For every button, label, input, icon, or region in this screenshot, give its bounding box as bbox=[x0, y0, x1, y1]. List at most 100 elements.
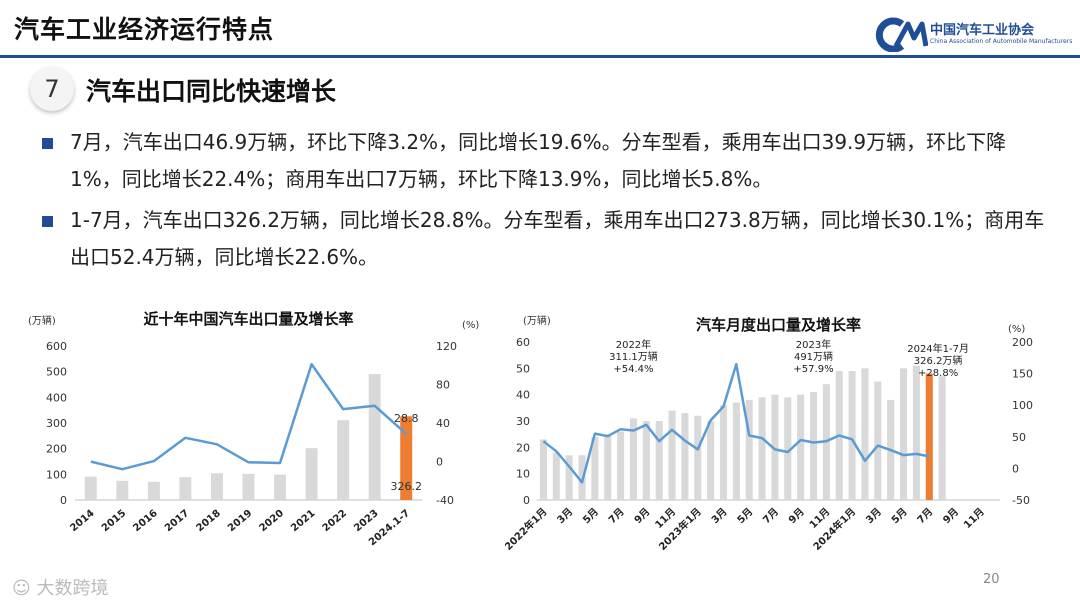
y-right-tick-label: 0 bbox=[436, 456, 443, 469]
x-tick-label: 7月 bbox=[606, 506, 626, 526]
bar bbox=[797, 394, 805, 500]
y-right-tick-label: -40 bbox=[436, 494, 454, 507]
x-tick-label: 5月 bbox=[735, 506, 755, 526]
period-annotation: +28.8% bbox=[918, 368, 958, 379]
x-tick-label: 2020 bbox=[258, 508, 286, 534]
bar bbox=[758, 397, 766, 500]
bar-annotation: 326.2 bbox=[390, 480, 422, 493]
bar bbox=[242, 473, 255, 500]
caam-logo: 中国汽车工业协会 China Association of Automobile… bbox=[872, 16, 1073, 53]
bar bbox=[210, 473, 223, 500]
period-annotation: 491万辆 bbox=[794, 350, 833, 363]
monthly-export-chart: 汽车月度出口量及增长率 (万辆) (%) 0 10 20 30 40 50 60 -50 0 50 100… bbox=[505, 314, 1033, 553]
x-tick-label: 2021 bbox=[289, 508, 317, 534]
bar bbox=[305, 448, 318, 500]
x-tick-label: 2019 bbox=[226, 508, 254, 534]
x-tick-label: 9月 bbox=[632, 506, 652, 526]
period-annotation: 2023年 bbox=[796, 338, 831, 351]
bar bbox=[337, 420, 350, 500]
bar bbox=[848, 370, 856, 500]
bar bbox=[874, 381, 882, 500]
bar bbox=[732, 402, 740, 500]
x-tick-label: 2023 bbox=[352, 508, 380, 534]
bar bbox=[617, 431, 625, 500]
x-tick-label: 7月 bbox=[915, 506, 935, 526]
x-tick-label: 2022 bbox=[321, 508, 349, 534]
bar bbox=[179, 477, 192, 500]
period-annotation: +57.9% bbox=[793, 364, 833, 375]
x-tick-label: 11月 bbox=[961, 506, 986, 531]
y-right-tick-label: 100 bbox=[1012, 399, 1033, 412]
x-tick-label: 3月 bbox=[709, 506, 729, 526]
bar bbox=[681, 413, 689, 500]
bullet-square-icon bbox=[42, 138, 53, 149]
period-annotation: 311.1万辆 bbox=[609, 350, 658, 363]
section-title: 汽车出口同比快速增长 bbox=[86, 77, 337, 106]
bar bbox=[771, 394, 779, 500]
x-tick-label: 3月 bbox=[863, 506, 883, 526]
watermark-text: 大数跨境 bbox=[36, 578, 109, 599]
bullet-text: 7月，汽车出口46.9万辆，环比下降3.2%，同比增长19.6%。分车型看，乘用… bbox=[70, 130, 1007, 191]
bar bbox=[707, 421, 715, 500]
bar bbox=[745, 399, 753, 500]
bar bbox=[668, 410, 676, 500]
header-divider bbox=[0, 55, 1080, 58]
bar bbox=[552, 452, 560, 500]
bullet-square-icon bbox=[42, 216, 53, 227]
bar bbox=[147, 481, 160, 500]
line-annotation: 28.8 bbox=[394, 412, 419, 425]
y-left-tick-label: 30 bbox=[516, 415, 530, 428]
y-left-tick-label: 60 bbox=[516, 336, 530, 349]
bar bbox=[642, 421, 650, 500]
x-tick-label: 3月 bbox=[555, 506, 575, 526]
y-left-tick-label: 0 bbox=[523, 494, 530, 507]
page-number: 20 bbox=[983, 572, 1000, 587]
bullet-item-july: 7月，汽车出口46.9万辆，环比下降3.2%，同比增长19.6%。分车型看，乘用… bbox=[40, 124, 1055, 198]
growth-rate-line bbox=[90, 362, 408, 471]
y-right-tick-label: 150 bbox=[1012, 368, 1033, 381]
annual-export-chart: 近十年中国汽车出口量及增长率(万辆) (%)0100200300400500600… bbox=[28, 310, 479, 548]
watermark: ☺ 大数跨境 bbox=[12, 574, 109, 600]
bar bbox=[861, 368, 869, 500]
y-left-tick-label: 0 bbox=[60, 494, 67, 507]
bar bbox=[719, 405, 728, 500]
bar bbox=[84, 476, 97, 500]
highlight-bar bbox=[400, 416, 413, 500]
y-right-unit: (%) bbox=[462, 320, 479, 331]
x-tick-label: 2018 bbox=[194, 508, 222, 534]
x-tick-label: 9月 bbox=[786, 506, 806, 526]
y-right-tick-label: -50 bbox=[1012, 494, 1030, 507]
bar bbox=[565, 455, 573, 500]
chart-title: 汽车月度出口量及增长率 bbox=[696, 316, 861, 334]
bar bbox=[809, 392, 818, 500]
y-left-tick-label: 20 bbox=[516, 441, 530, 454]
section-number: 7 bbox=[30, 67, 74, 111]
y-left-tick-label: 200 bbox=[46, 443, 67, 456]
y-left-tick-label: 40 bbox=[516, 389, 530, 402]
y-right-tick-label: 120 bbox=[436, 340, 457, 353]
y-right-tick-label: 50 bbox=[1012, 431, 1026, 444]
bullet-item-jan-jul: 1-7月，汽车出口326.2万辆，同比增长28.8%。分车型看，乘用车出口273… bbox=[40, 202, 1055, 276]
y-left-tick-label: 400 bbox=[46, 391, 67, 404]
bar bbox=[604, 434, 612, 500]
bar bbox=[900, 368, 908, 500]
logo-english-name: China Association of Automobile Manufact… bbox=[930, 38, 1073, 45]
header: 汽车工业经济运行特点 中国汽车工业协会 China Association of… bbox=[0, 0, 1080, 58]
bar bbox=[938, 376, 946, 500]
bar bbox=[591, 436, 599, 500]
x-tick-label: 2017 bbox=[163, 508, 191, 534]
y-left-tick-label: 100 bbox=[46, 468, 67, 481]
y-left-unit: (万辆) bbox=[523, 314, 551, 327]
period-annotation: 2024年1-7月 bbox=[907, 342, 969, 355]
bar bbox=[539, 439, 547, 500]
y-right-tick-label: 200 bbox=[1012, 336, 1033, 349]
bar bbox=[655, 421, 663, 500]
bar bbox=[629, 418, 637, 500]
bar bbox=[368, 373, 381, 500]
bar bbox=[784, 397, 792, 500]
x-tick-label: 5月 bbox=[889, 506, 909, 526]
y-left-unit: (万辆) bbox=[28, 314, 56, 327]
chart-title: 近十年中国汽车出口量及增长率 bbox=[143, 310, 353, 328]
x-tick-label: 2016 bbox=[131, 508, 159, 534]
caam-logo-icon bbox=[875, 17, 929, 53]
